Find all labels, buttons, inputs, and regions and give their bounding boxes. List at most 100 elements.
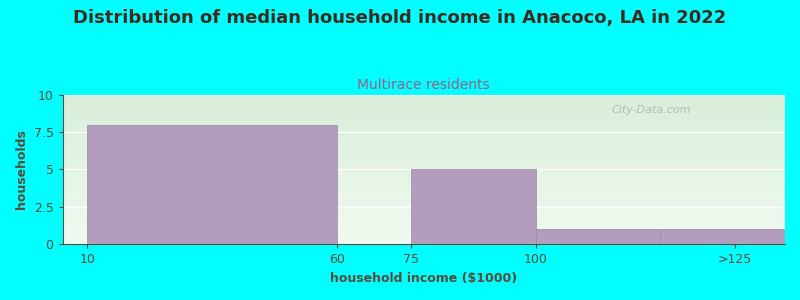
Bar — [661, 230, 785, 244]
Bar — [62, 110, 785, 111]
Title: Multirace residents: Multirace residents — [358, 78, 490, 92]
Bar — [62, 243, 785, 244]
Bar — [62, 146, 785, 147]
Bar — [62, 183, 785, 184]
Bar — [62, 144, 785, 146]
Bar — [62, 164, 785, 165]
Bar — [62, 189, 785, 190]
Bar — [62, 99, 785, 100]
Bar — [62, 162, 785, 164]
Bar — [62, 150, 785, 152]
Bar — [62, 210, 785, 212]
Bar — [62, 190, 785, 192]
Bar — [62, 148, 785, 150]
Bar — [62, 105, 785, 106]
Bar — [62, 120, 785, 122]
Bar — [62, 178, 785, 180]
Bar — [62, 118, 785, 120]
Bar — [62, 240, 785, 242]
Bar — [62, 204, 785, 206]
Bar — [62, 154, 785, 156]
Bar — [62, 165, 785, 166]
Text: City-Data.com: City-Data.com — [612, 105, 691, 115]
Bar — [62, 168, 785, 170]
Bar — [62, 153, 785, 154]
Bar — [62, 202, 785, 204]
Bar — [62, 208, 785, 210]
Bar — [62, 207, 785, 208]
Bar — [62, 94, 785, 96]
Bar — [62, 167, 785, 168]
Bar — [87, 124, 337, 244]
Bar — [62, 124, 785, 126]
Bar — [62, 129, 785, 130]
Bar — [62, 224, 785, 225]
Bar — [62, 214, 785, 216]
Bar — [62, 198, 785, 200]
Bar — [62, 100, 785, 102]
Bar — [62, 230, 785, 231]
Bar — [62, 111, 785, 112]
Bar — [62, 237, 785, 238]
Bar — [62, 135, 785, 136]
Bar — [62, 218, 785, 219]
Bar — [62, 176, 785, 177]
Bar — [62, 138, 785, 140]
Bar — [62, 212, 785, 213]
Bar — [62, 141, 785, 142]
Bar — [62, 182, 785, 183]
Bar — [62, 216, 785, 218]
Bar — [62, 122, 785, 123]
Bar — [62, 184, 785, 186]
Bar — [62, 152, 785, 153]
Bar — [62, 117, 785, 118]
Bar — [62, 195, 785, 196]
Bar — [62, 174, 785, 176]
Bar — [62, 200, 785, 201]
Bar — [62, 219, 785, 220]
Bar — [62, 156, 785, 158]
Bar — [62, 177, 785, 178]
Y-axis label: households: households — [15, 130, 28, 209]
Bar — [62, 171, 785, 172]
Bar — [62, 147, 785, 148]
Bar — [62, 96, 785, 98]
Bar — [62, 116, 785, 117]
Bar — [62, 234, 785, 236]
Bar — [62, 194, 785, 195]
Bar — [62, 132, 785, 134]
Bar — [62, 108, 785, 110]
Bar — [62, 98, 785, 99]
Bar — [62, 242, 785, 243]
Bar — [62, 112, 785, 114]
Bar — [62, 140, 785, 141]
Bar — [62, 102, 785, 104]
Bar — [536, 230, 661, 244]
Bar — [62, 158, 785, 159]
Bar — [62, 106, 785, 108]
Bar — [411, 169, 536, 244]
Bar — [62, 130, 785, 132]
Bar — [62, 103, 785, 105]
Bar — [62, 225, 785, 226]
Bar — [62, 142, 785, 144]
Bar — [62, 206, 785, 207]
Bar — [62, 160, 785, 162]
Bar — [62, 134, 785, 135]
Bar — [62, 238, 785, 240]
Bar — [62, 192, 785, 194]
Bar — [62, 213, 785, 214]
Bar — [62, 220, 785, 222]
Bar — [62, 226, 785, 228]
Bar — [62, 123, 785, 124]
Bar — [62, 188, 785, 189]
Bar — [62, 114, 785, 116]
Bar — [62, 186, 785, 188]
Bar — [62, 128, 785, 129]
Bar — [62, 228, 785, 230]
Bar — [62, 236, 785, 237]
Text: Distribution of median household income in Anacoco, LA in 2022: Distribution of median household income … — [74, 9, 726, 27]
Bar — [62, 169, 785, 171]
Bar — [62, 231, 785, 232]
Bar — [62, 196, 785, 198]
